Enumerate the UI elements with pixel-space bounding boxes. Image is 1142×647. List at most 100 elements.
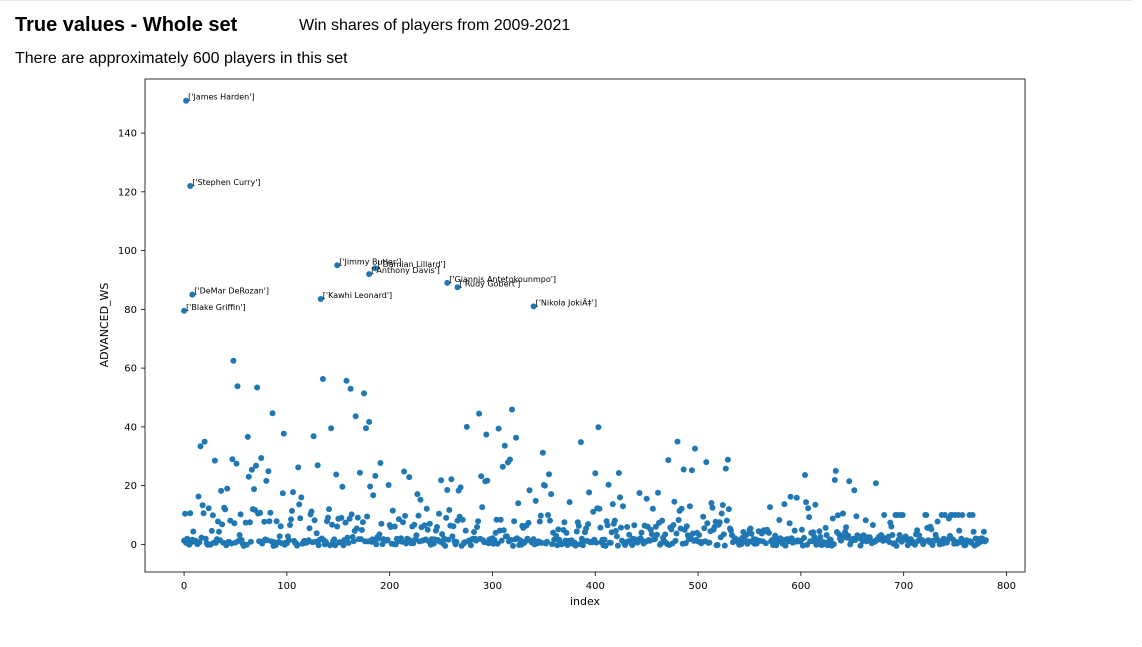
data-point (363, 425, 369, 432)
data-point (539, 449, 546, 456)
data-point (585, 521, 592, 528)
data-point (372, 472, 379, 479)
data-point (289, 507, 295, 514)
data-point (251, 486, 257, 493)
data-point (423, 505, 430, 512)
data-point (199, 502, 206, 509)
data-point (722, 465, 729, 472)
data-point (495, 425, 502, 432)
point-annotations: ['James Harden'] ['Stephen Curry'] ['DeMar… (186, 93, 597, 312)
data-point (484, 477, 491, 484)
data-point (767, 504, 773, 511)
data-point (290, 489, 296, 496)
data-point (934, 518, 941, 525)
data-point (802, 472, 808, 478)
annotated-point (181, 307, 188, 314)
data-point (611, 517, 618, 524)
data-point (805, 505, 812, 512)
data-point (532, 497, 539, 504)
data-point (595, 424, 602, 431)
y-tick-label: 20 (124, 481, 137, 492)
data-point (501, 442, 508, 449)
annotated-point (334, 262, 341, 269)
data-point (586, 489, 593, 496)
data-point (547, 517, 553, 524)
data-point (648, 531, 655, 538)
data-point (655, 489, 661, 496)
data-point (209, 512, 216, 519)
data-point (683, 523, 690, 530)
data-point (450, 523, 457, 530)
data-point (596, 505, 603, 512)
point-annotation-label: ['Giannis Antetokounmpo'] (449, 275, 556, 284)
data-point (716, 519, 723, 526)
data-point (339, 483, 346, 490)
data-point (561, 519, 568, 526)
data-point (244, 433, 251, 440)
data-point (276, 533, 283, 540)
data-point (714, 542, 721, 548)
data-point (439, 531, 446, 538)
data-point (266, 518, 273, 525)
data-point (806, 514, 813, 521)
data-point (615, 470, 622, 476)
data-point (333, 471, 340, 478)
data-point (515, 500, 522, 507)
data-point (267, 509, 274, 516)
data-point (575, 522, 582, 529)
annotated-point (530, 303, 537, 310)
data-point (243, 541, 250, 548)
data-point (881, 512, 888, 518)
data-point (791, 527, 798, 534)
data-point (545, 512, 551, 518)
data-point (231, 520, 238, 527)
y-tick-label: 80 (124, 305, 137, 316)
data-point (507, 456, 513, 463)
point-annotation-label: ['Kawhi Leonard'] (323, 291, 392, 300)
data-point (319, 376, 326, 382)
data-point (725, 506, 732, 513)
data-point (541, 482, 548, 489)
data-point (577, 439, 584, 446)
data-point (721, 542, 728, 549)
data-point (294, 542, 301, 549)
data-point (414, 491, 421, 498)
data-point (257, 509, 264, 516)
data-point (605, 481, 612, 488)
data-point (537, 512, 544, 519)
plot-area (144, 78, 1026, 573)
data-point (812, 501, 819, 508)
data-point (444, 487, 451, 493)
data-point (367, 483, 374, 490)
data-point (216, 528, 222, 535)
data-point (862, 517, 869, 524)
data-point (196, 539, 203, 546)
data-point (673, 530, 680, 537)
data-point (706, 539, 713, 546)
data-point (328, 425, 335, 432)
data-point (298, 494, 305, 501)
data-point (959, 512, 966, 518)
data-point (280, 430, 287, 437)
data-point (798, 526, 805, 533)
y-tick-label: 60 (124, 364, 137, 375)
data-point (675, 517, 682, 523)
data-point (400, 519, 406, 526)
data-point (445, 536, 452, 543)
x-axis-label: index (570, 595, 601, 608)
x-tick-label: 300 (483, 581, 502, 592)
data-point (604, 522, 611, 529)
data-point (340, 542, 347, 549)
data-point (359, 519, 366, 526)
y-tick-label: 40 (124, 422, 137, 433)
data-point (195, 493, 202, 500)
data-point (459, 516, 466, 523)
data-point (513, 434, 520, 441)
data-point (781, 501, 788, 508)
x-tick-label: 800 (997, 581, 1016, 592)
data-point (955, 512, 962, 518)
data-point (211, 457, 218, 464)
data-point (494, 540, 501, 547)
data-point (345, 539, 352, 546)
data-point (287, 522, 293, 528)
